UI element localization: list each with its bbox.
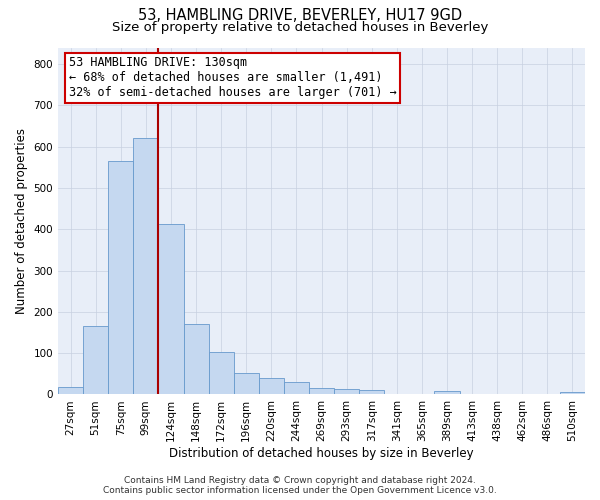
Text: 53, HAMBLING DRIVE, BEVERLEY, HU17 9GD: 53, HAMBLING DRIVE, BEVERLEY, HU17 9GD bbox=[138, 8, 462, 22]
Bar bbox=[259, 378, 284, 394]
Bar bbox=[434, 391, 460, 394]
Bar bbox=[560, 392, 585, 394]
Bar bbox=[83, 326, 108, 394]
Bar bbox=[309, 388, 334, 394]
Bar bbox=[108, 161, 133, 394]
Text: 53 HAMBLING DRIVE: 130sqm
← 68% of detached houses are smaller (1,491)
32% of se: 53 HAMBLING DRIVE: 130sqm ← 68% of detac… bbox=[68, 56, 397, 99]
Bar bbox=[334, 389, 359, 394]
Bar bbox=[209, 352, 233, 395]
Bar bbox=[233, 374, 259, 394]
Text: Size of property relative to detached houses in Beverley: Size of property relative to detached ho… bbox=[112, 21, 488, 34]
Text: Contains HM Land Registry data © Crown copyright and database right 2024.
Contai: Contains HM Land Registry data © Crown c… bbox=[103, 476, 497, 495]
Bar bbox=[284, 382, 309, 394]
Bar bbox=[184, 324, 209, 394]
Bar bbox=[359, 390, 384, 394]
Bar bbox=[133, 138, 158, 394]
Y-axis label: Number of detached properties: Number of detached properties bbox=[15, 128, 28, 314]
Bar bbox=[58, 387, 83, 394]
X-axis label: Distribution of detached houses by size in Beverley: Distribution of detached houses by size … bbox=[169, 447, 474, 460]
Bar bbox=[158, 224, 184, 394]
